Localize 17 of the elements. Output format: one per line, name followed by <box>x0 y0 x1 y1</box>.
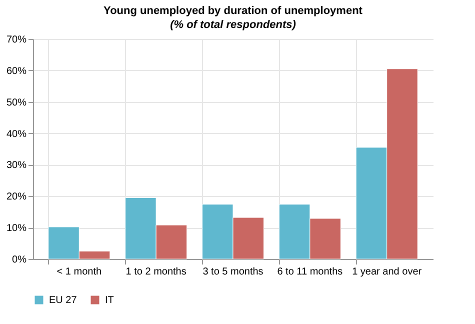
chart-title: Young unemployed by duration of unemployment <box>104 5 363 17</box>
chart-subtitle: (% of total respondents) <box>170 19 296 31</box>
y-tick-label: 0% <box>12 254 27 266</box>
y-tick-label: 70% <box>6 34 27 46</box>
y-tick-label: 60% <box>6 66 27 77</box>
y-tick-label: 10% <box>6 223 27 234</box>
y-tick-label: 40% <box>6 128 27 140</box>
x-tick-label: 1 to 2 months <box>126 266 186 278</box>
x-tick-label: 1 year and over <box>352 266 422 278</box>
x-tick-label: 6 to 11 months <box>277 266 343 278</box>
legend-label: EU 27 <box>49 295 78 306</box>
legend-label: IT <box>105 295 114 306</box>
y-tick-label: 20% <box>6 192 27 203</box>
y-tick-label: 30% <box>6 160 27 172</box>
y-tick-label: 50% <box>6 97 27 108</box>
x-tick-label: < 1 month <box>56 266 102 278</box>
x-tick-label: 3 to 5 months <box>202 266 264 278</box>
